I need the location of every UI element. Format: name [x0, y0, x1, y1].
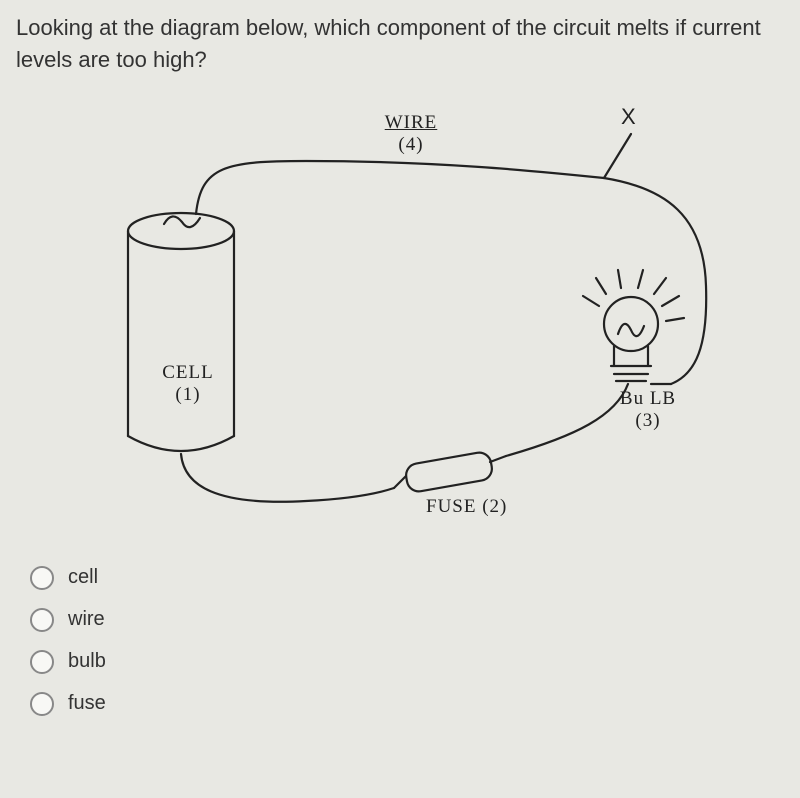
- question-text: Looking at the diagram below, which comp…: [16, 12, 784, 76]
- label-wire: WIRE (4): [366, 112, 456, 156]
- option-bulb[interactable]: bulb: [30, 650, 784, 674]
- option-fuse[interactable]: fuse: [30, 692, 784, 716]
- option-label: fuse: [68, 692, 106, 715]
- radio-icon: [30, 650, 54, 674]
- label-bulb: Bu LB (3): [608, 388, 688, 432]
- option-wire[interactable]: wire: [30, 608, 784, 632]
- radio-icon: [30, 566, 54, 590]
- circuit-diagram: WIRE (4) X CELL (1) Bu LB (3) FUSE (2): [106, 106, 726, 546]
- label-cell: CELL (1): [148, 362, 228, 406]
- radio-icon: [30, 692, 54, 716]
- answer-options: cell wire bulb fuse: [30, 566, 784, 716]
- option-label: bulb: [68, 650, 106, 673]
- option-label: wire: [68, 608, 105, 631]
- radio-icon: [30, 608, 54, 632]
- diagram-svg: [106, 106, 726, 546]
- option-label: cell: [68, 566, 98, 589]
- label-x: X: [621, 104, 636, 129]
- option-cell[interactable]: cell: [30, 566, 784, 590]
- label-fuse: FUSE (2): [426, 496, 507, 518]
